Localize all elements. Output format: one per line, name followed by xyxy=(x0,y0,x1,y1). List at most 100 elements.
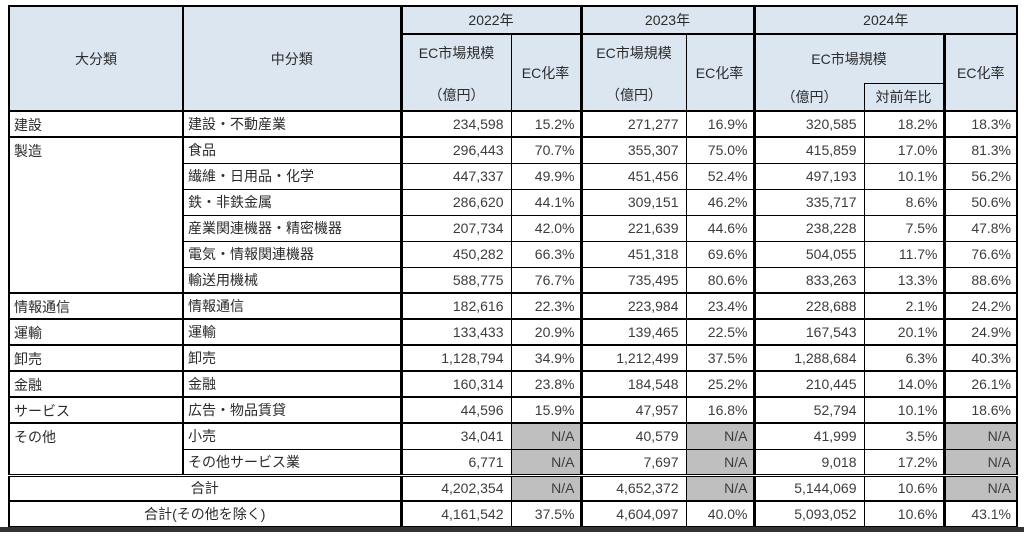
cell-yoy-2024: 6.3% xyxy=(863,344,945,372)
cell-ec-rate-2023: N/A xyxy=(685,473,755,502)
table-row: 情報通信 情報通信 182,616 22.3% 223,984 23.4% 228,688 2… xyxy=(8,292,1018,320)
cell-market-size-2023: 4,652,372 xyxy=(579,473,687,502)
header-market-size-2022: EC市場規模 （億円） xyxy=(399,33,512,112)
cell-market-size-2022: 4,161,542 xyxy=(399,500,512,528)
unit-label: （億円） xyxy=(606,87,662,103)
table-row: 繊維・日用品・化学 447,337 49.9% 451,456 52.4% 497,193… xyxy=(9,162,1018,190)
cell-market-size-2023: 735,495 xyxy=(579,266,687,294)
cell-ec-rate-2023: 52.4% xyxy=(685,162,755,190)
cell-yoy-2024: 18.2% xyxy=(863,110,945,138)
cell-ec-rate-2023: 37.5% xyxy=(685,344,755,372)
cell-market-size-2023: 139,465 xyxy=(579,318,687,346)
cell-market-size-2024: 5,144,069 xyxy=(752,473,865,502)
cell-ec-rate-2024: N/A xyxy=(942,422,1018,450)
header-year-2022: 2022年 xyxy=(399,5,582,35)
table-row: その他サービス業 6,771 N/A 7,697 N/A 9,018 17.2% N/A xyxy=(9,448,1018,476)
cell-ec-rate-2024: 43.1% xyxy=(942,500,1018,528)
cell-ec-rate-2024: 88.6% xyxy=(942,266,1018,294)
cell-market-size-2023: 47,957 xyxy=(579,396,687,424)
cell-yoy-2024: 10.1% xyxy=(863,162,945,190)
cell-market-size-2022: 234,598 xyxy=(399,110,512,138)
cell-yoy-2024: 2.1% xyxy=(863,292,945,320)
cell-ec-rate-2024: 26.1% xyxy=(942,370,1018,398)
middle-category-cell: 鉄・非鉄金属 xyxy=(182,188,402,216)
header-unit-2024: （億円） xyxy=(752,83,865,112)
cell-market-size-2024: 335,717 xyxy=(752,188,865,216)
table-body: 建設 建設・不動産業 234,598 15.2% 271,277 16.9% 320,585… xyxy=(8,110,1018,528)
header-market-size-2023: EC市場規模 （億円） xyxy=(579,33,687,112)
cell-ec-rate-2024: 56.2% xyxy=(942,162,1018,190)
cell-ec-rate-2022: 44.1% xyxy=(510,188,582,216)
middle-category-cell: 運輸 xyxy=(182,318,402,346)
cell-market-size-2023: 451,456 xyxy=(579,162,687,190)
cell-market-size-2024: 228,688 xyxy=(752,292,865,320)
header-year-2024: 2024年 xyxy=(752,5,1018,35)
middle-category-cell: 金融 xyxy=(182,370,402,398)
header-row-sub: EC市場規模 （億円） EC化率 EC市場規模 （億円） EC化率 EC市場規模… xyxy=(9,33,1018,112)
cell-ec-rate-2023: 69.6% xyxy=(685,240,755,268)
middle-category-cell: 情報通信 xyxy=(182,292,402,320)
cell-ec-rate-2022: 23.8% xyxy=(510,370,582,398)
major-category-cell: 金融 xyxy=(8,370,184,398)
table-row: サービス 広告・物品賃貸 44,596 15.9% 47,957 16.8% 52,794 1… xyxy=(8,396,1018,424)
cell-market-size-2022: 447,337 xyxy=(399,162,512,190)
cell-market-size-2024: 497,193 xyxy=(752,162,865,190)
header-yoy-2024: 対前年比 xyxy=(863,82,945,112)
cell-market-size-2023: 355,307 xyxy=(579,136,687,164)
cell-yoy-2024: 8.6% xyxy=(863,188,945,216)
middle-category-cell: 建設・不動産業 xyxy=(182,110,402,138)
cell-market-size-2024: 1,288,684 xyxy=(752,344,865,372)
middle-category-cell: 食品 xyxy=(182,136,402,164)
cell-market-size-2023: 1,212,499 xyxy=(579,344,687,372)
table-row: 輸送用機械 588,775 76.7% 735,495 80.6% 833,263 13.3… xyxy=(9,266,1018,294)
cell-yoy-2024: 13.3% xyxy=(863,266,945,294)
cell-ec-rate-2022: 34.9% xyxy=(510,344,582,372)
cell-market-size-2024: 41,999 xyxy=(752,422,865,450)
cell-market-size-2023: 223,984 xyxy=(579,292,687,320)
cell-market-size-2023: 451,318 xyxy=(579,240,687,268)
cell-ec-rate-2022: 66.3% xyxy=(510,240,582,268)
cell-market-size-2022: 133,433 xyxy=(399,318,512,346)
cell-ec-rate-2023: 25.2% xyxy=(685,370,755,398)
major-category-cell: サービス xyxy=(8,396,184,424)
cell-market-size-2022: 588,775 xyxy=(399,266,512,294)
cell-ec-rate-2023: 44.6% xyxy=(685,214,755,242)
cell-ec-rate-2022: N/A xyxy=(510,448,582,476)
cell-ec-rate-2023: N/A xyxy=(685,448,755,476)
cell-market-size-2024: 52,794 xyxy=(752,396,865,424)
cell-market-size-2024: 320,585 xyxy=(752,110,865,138)
header-middle-category: 中分類 xyxy=(182,5,402,112)
table-row: その他 小売 34,041 N/A 40,579 N/A 41,999 3.5% N/A xyxy=(8,422,1018,476)
major-category-cell: 情報通信 xyxy=(8,292,184,320)
cell-market-size-2023: 271,277 xyxy=(579,110,687,138)
cell-market-size-2023: 4,604,097 xyxy=(579,500,687,528)
cell-market-size-2023: 309,151 xyxy=(579,188,687,216)
cell-ec-rate-2023: 16.8% xyxy=(685,396,755,424)
cell-yoy-2024: 17.2% xyxy=(863,448,945,476)
cell-ec-rate-2023: 16.9% xyxy=(685,110,755,138)
cell-ec-rate-2024: 24.9% xyxy=(942,318,1018,346)
cell-market-size-2024: 210,445 xyxy=(752,370,865,398)
cell-market-size-2024: 833,263 xyxy=(752,266,865,294)
cell-ec-rate-2023: 23.4% xyxy=(685,292,755,320)
cell-yoy-2024: 11.7% xyxy=(863,240,945,268)
header-ec-rate-2022: EC化率 xyxy=(510,33,582,112)
cell-ec-rate-2024: 18.6% xyxy=(942,396,1018,424)
cell-market-size-2022: 296,443 xyxy=(399,136,512,164)
cell-market-size-2022: 6,771 xyxy=(399,448,512,476)
total-row: 合計(その他を除く) 4,161,542 37.5% 4,604,097 40.0% 5,… xyxy=(8,500,1018,528)
cell-ec-rate-2023: 46.2% xyxy=(685,188,755,216)
cell-market-size-2024: 5,093,052 xyxy=(752,500,865,528)
major-category-cell: 建設 xyxy=(8,110,184,138)
cell-ec-rate-2024: 76.6% xyxy=(942,240,1018,268)
cell-ec-rate-2023: 80.6% xyxy=(685,266,755,294)
cell-ec-rate-2024: 24.2% xyxy=(942,292,1018,320)
cell-market-size-2024: 167,543 xyxy=(752,318,865,346)
market-size-label: EC市場規模 xyxy=(596,45,672,61)
header-ec-rate-2024: EC化率 xyxy=(942,33,1018,112)
cell-yoy-2024: 3.5% xyxy=(863,422,945,450)
cell-yoy-2024: 10.6% xyxy=(863,473,945,502)
market-size-label: EC市場規模 xyxy=(418,45,495,61)
major-category-cell: 運輸 xyxy=(8,318,184,346)
